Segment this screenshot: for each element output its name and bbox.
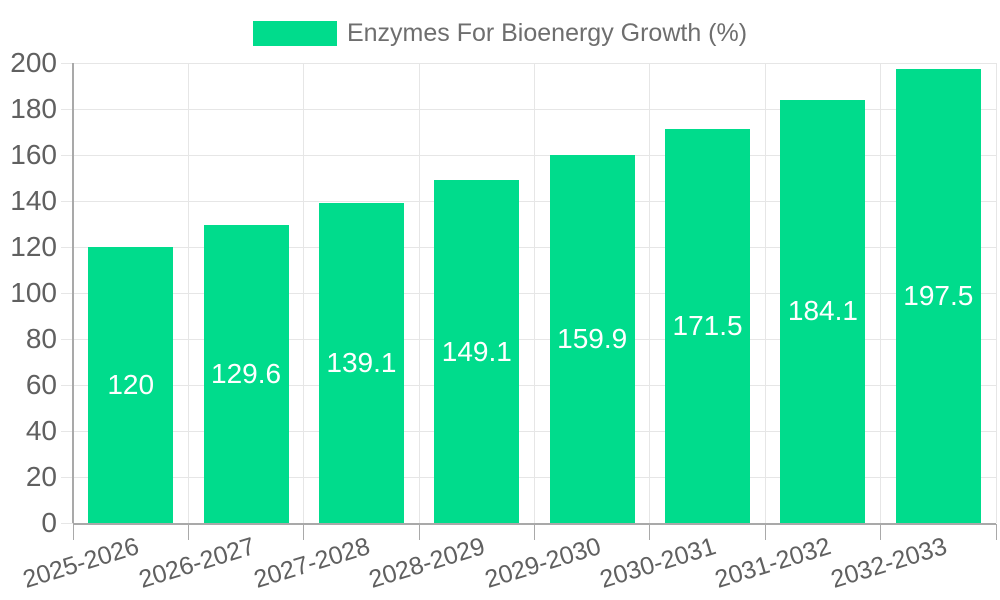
bar-value-label: 197.5: [903, 279, 974, 311]
y-axis-tick-label: 80: [25, 323, 57, 354]
y-axis-tick-label: 100: [10, 277, 57, 308]
x-axis-tick-label: 2028-2029: [365, 532, 489, 594]
bar[interactable]: 139.1: [318, 203, 404, 523]
y-axis-line: [71, 63, 74, 523]
y-axis-tick: [61, 154, 73, 156]
y-axis-tick: [61, 200, 73, 202]
x-axis-tick: [995, 524, 997, 540]
bar-value-label: 171.5: [672, 309, 743, 341]
x-axis-line: [73, 523, 996, 525]
y-axis-tick-label: 20: [25, 461, 57, 492]
y-axis-tick: [61, 476, 73, 478]
bar-value-label: 184.1: [787, 295, 858, 327]
vertical-gridline: [534, 63, 535, 523]
x-axis-tick: [880, 524, 882, 540]
vertical-gridline: [995, 63, 997, 523]
vertical-gridline: [418, 63, 420, 523]
x-axis-tick-label: 2027-2028: [250, 532, 374, 594]
vertical-gridline: [187, 63, 189, 523]
x-axis-tick: [72, 524, 74, 540]
legend-swatch: [252, 21, 337, 47]
bar-value-label: 149.1: [441, 335, 512, 367]
bar[interactable]: 120: [88, 247, 174, 523]
y-axis-tick: [61, 108, 73, 110]
x-axis-tick: [764, 524, 766, 540]
bar-value-label: 139.1: [326, 347, 397, 379]
bar[interactable]: 184.1: [780, 99, 866, 523]
chart-legend[interactable]: Enzymes For Bioenergy Growth (%): [0, 19, 1000, 48]
y-axis-tick: [61, 246, 73, 248]
y-axis-tick: [61, 384, 73, 386]
x-axis-tick-label: 2026-2027: [135, 532, 258, 594]
y-axis-tick: [61, 62, 73, 64]
bar[interactable]: 149.1: [434, 180, 520, 523]
x-axis-tick: [418, 524, 420, 540]
x-axis-tick: [187, 524, 189, 540]
y-axis-tick-label: 120: [10, 231, 57, 262]
vertical-gridline: [303, 63, 305, 523]
x-axis-tick-label: 2029-2030: [481, 532, 604, 594]
bar-value-label: 129.6: [211, 357, 282, 389]
x-axis-tick-label: 2031-2032: [712, 532, 835, 594]
y-axis-tick: [61, 522, 73, 524]
y-axis-tick-label: 180: [10, 93, 57, 124]
x-axis-tick-label: 2030-2031: [596, 532, 720, 594]
y-axis-tick-label: 60: [25, 369, 57, 400]
legend-label: Enzymes For Bioenergy Growth (%): [346, 19, 748, 47]
vertical-gridline: [880, 63, 882, 523]
x-axis-tick: [649, 524, 651, 540]
y-axis-tick-label: 200: [10, 47, 57, 78]
bar[interactable]: 159.9: [549, 155, 635, 523]
vertical-gridline: [649, 63, 651, 523]
y-axis-tick: [61, 430, 73, 432]
y-axis-tick-label: 140: [10, 185, 57, 216]
bar[interactable]: 129.6: [203, 224, 289, 523]
bar[interactable]: 197.5: [895, 68, 981, 523]
vertical-gridline: [764, 63, 766, 523]
x-axis-tick: [534, 524, 535, 540]
bar[interactable]: 171.5: [665, 128, 751, 523]
y-axis-tick-label: 40: [25, 415, 57, 446]
x-axis-tick-label: 2025-2026: [19, 532, 143, 594]
y-axis-tick-label: 0: [41, 507, 57, 538]
x-axis-tick-label: 2032-2033: [827, 532, 950, 594]
bar-value-label: 159.9: [557, 323, 628, 355]
y-axis-tick-label: 160: [10, 139, 57, 170]
bar-value-label: 120: [107, 369, 155, 400]
x-axis-tick: [303, 524, 305, 540]
y-axis-tick: [61, 292, 73, 294]
y-axis-tick: [61, 338, 73, 340]
